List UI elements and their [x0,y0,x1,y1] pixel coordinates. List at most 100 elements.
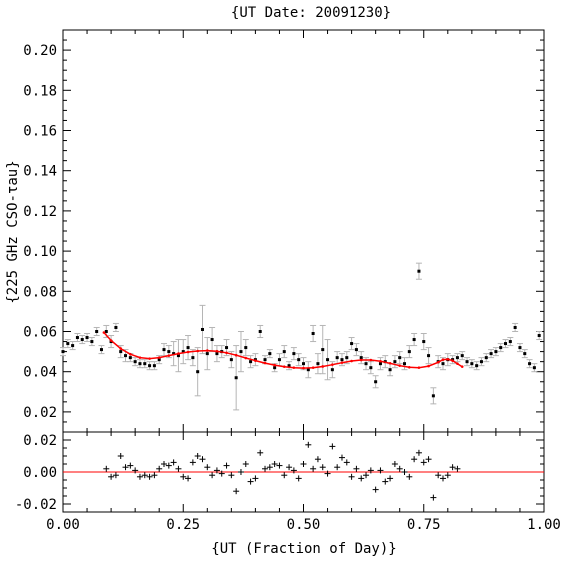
data-point [455,356,459,360]
data-point [475,364,479,368]
chart-title: {UT Date: 20091230} [231,5,391,21]
fit-point [148,357,151,360]
fit-point [398,364,402,367]
fit-point [244,356,248,360]
data-point [119,350,123,354]
data-point [523,352,527,356]
data-point [239,350,243,354]
residual-point [161,461,168,467]
data-point [326,358,330,362]
data-point [205,352,209,356]
fit-point [138,356,142,359]
residual-point [387,475,394,482]
data-point [311,332,315,336]
data-point [234,376,238,380]
residual-point [127,462,134,469]
residual-point [242,461,249,467]
data-point [85,336,89,340]
residual-point [348,473,355,480]
fit-point [446,357,450,361]
data-point [282,350,286,354]
data-point [244,346,248,350]
fit-point [456,362,459,365]
data-point [412,338,416,342]
residual-point [151,472,158,479]
y-tick-label: 0.18 [23,83,57,99]
data-point [225,346,229,350]
fit-point [311,366,315,369]
data-point [393,360,397,364]
residual-point [122,464,129,471]
data-point [489,352,493,356]
fit-point [331,363,334,366]
data-point [431,394,435,398]
data-point [229,358,233,362]
data-point [128,356,132,360]
residual-point [180,473,187,480]
fit-point [157,356,161,359]
data-point [75,336,79,340]
y-tick-label: 0.16 [23,124,57,140]
data-point [196,370,200,374]
residual-point [314,456,321,463]
y-tick-label: 0.02 [23,405,57,421]
data-point [354,348,358,352]
data-point [138,362,142,366]
data-point [513,325,517,329]
residual-point [276,462,283,469]
x-tick-label: 1.00 [527,517,561,533]
data-point [152,364,156,368]
fit-point [196,349,199,353]
residual-point [305,441,312,448]
data-point [306,368,310,372]
residual-point [233,488,240,495]
y-tick-label: 0.00 [23,465,57,481]
fit-point [254,359,257,362]
residual-point [295,475,302,482]
data-point [80,338,84,342]
fit-point [263,361,267,365]
residual-point [353,465,360,472]
residual-point [213,467,220,474]
data-point [114,325,118,329]
data-point [504,342,508,346]
data-point [417,269,421,273]
data-point [66,342,70,346]
data-point [427,354,431,358]
residual-point [257,449,264,456]
residual-point [175,465,182,472]
residual-point [281,472,288,479]
residual-point [377,467,384,474]
residual-point [290,467,297,474]
residual-point [189,459,196,466]
data-point [460,354,464,358]
residual-point [286,464,293,471]
residual-point [391,461,398,467]
fit-point [427,364,430,368]
data-point [508,340,512,344]
y-tick-label: 0.08 [23,284,57,300]
data-point [316,362,320,366]
data-point [321,348,325,352]
residual-point [310,465,317,472]
residual-point [415,449,422,456]
fit-point [408,365,411,369]
residual-point [444,472,451,479]
fit-point [129,352,132,356]
fit-point [186,350,190,354]
y-tick-label: -0.02 [15,497,57,513]
residual-point [108,473,115,480]
x-axis-title: {UT (Fraction of Day)} [211,541,396,557]
residual-point [117,453,124,459]
residual-point [194,453,201,459]
fit-point [441,358,445,361]
residual-point [454,465,461,472]
residual-point [247,478,254,485]
data-point [71,344,75,348]
residual-point [358,475,365,482]
data-point [186,346,190,350]
fit-point [167,354,171,357]
y-tick-label: 0.04 [23,365,57,381]
data-point [532,366,536,370]
